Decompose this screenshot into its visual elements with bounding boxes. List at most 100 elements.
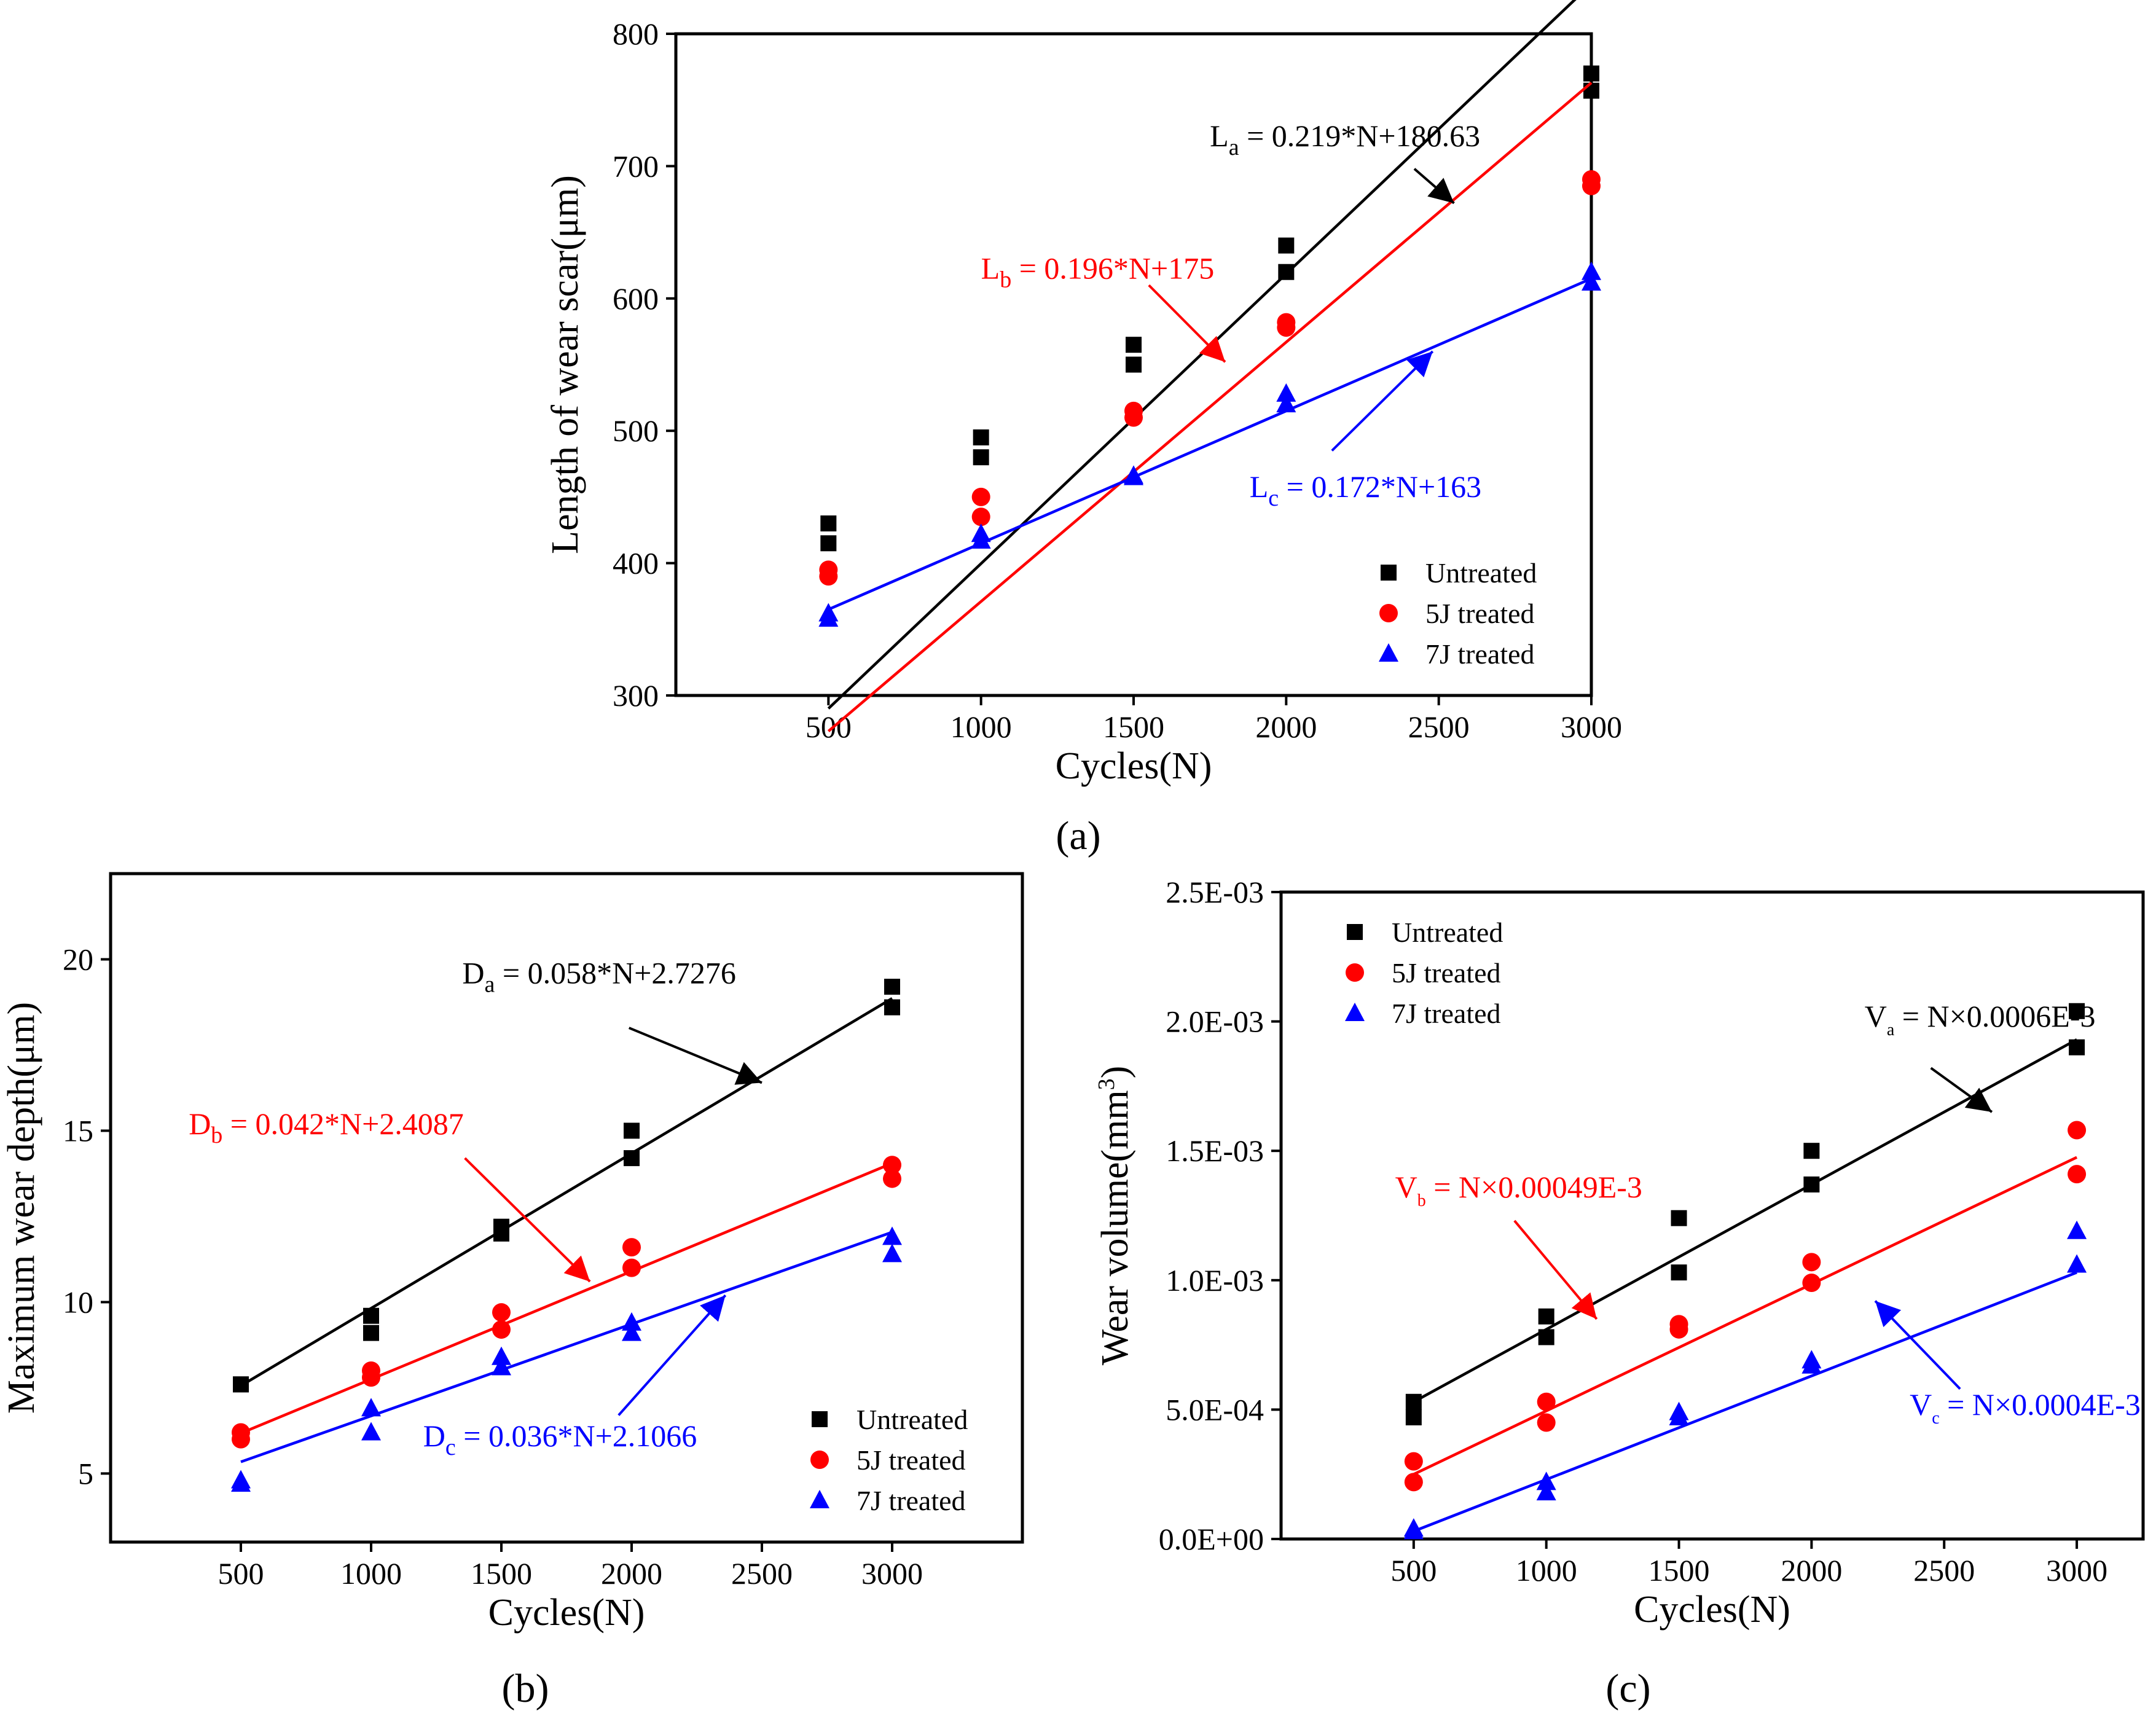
data-point-untreated <box>2069 1003 2085 1019</box>
data-point-treated_5j <box>1277 318 1296 337</box>
x-axis-label: Cycles(N) <box>488 1592 645 1634</box>
y-tick-label: 800 <box>613 17 659 51</box>
data-point-untreated <box>493 1225 509 1242</box>
annotation-arrow-untreated <box>628 1027 762 1085</box>
legend-label-untreated: Untreated <box>1392 917 1503 948</box>
equation-untreated: Da = 0.058*N+2.7276 <box>462 956 736 998</box>
x-tick-label: 1500 <box>1648 1553 1710 1588</box>
equation-untreated: Va = N×0.0006E-3 <box>1865 999 2096 1040</box>
x-tick-label: 1500 <box>1103 710 1164 744</box>
caption-c: (c) <box>1605 1666 1650 1711</box>
y-tick-label: 5 <box>78 1456 93 1490</box>
data-point-untreated <box>1538 1329 1554 1345</box>
caption-b: (b) <box>502 1666 549 1711</box>
data-point-untreated <box>1126 337 1142 353</box>
data-point-treated_7j <box>818 608 839 627</box>
legend-marker-treated_7j <box>1379 643 1398 662</box>
legend-label-untreated: Untreated <box>857 1404 968 1435</box>
equation-treated_7j: Lc = 0.172*N+163 <box>1250 469 1481 511</box>
x-tick-label: 500 <box>1390 1553 1437 1588</box>
chart-panel-c: 500 1000 1500 2000 2500 3000 0.0E+00 5.0E-04 1.0… <box>1094 875 2145 1631</box>
data-point-treated_7j <box>492 1346 511 1365</box>
legend: Untreated 5J treated 7J treated <box>810 1404 968 1516</box>
plot-frame <box>109 872 1024 1544</box>
data-point-treated_5j <box>362 1368 380 1387</box>
data-point-treated_7j <box>1536 1482 1556 1501</box>
x-tick-label: 2000 <box>1781 1553 1842 1588</box>
data-point-treated_5j <box>2068 1165 2087 1184</box>
legend-marker-treated_7j <box>810 1490 829 1508</box>
data-point-treated_7j <box>231 1473 251 1492</box>
data-point-untreated <box>624 1122 640 1139</box>
data-point-treated_5j <box>622 1258 641 1277</box>
equation-treated_5j: Lb = 0.196*N+175 <box>981 251 1215 292</box>
x-tick-label: 500 <box>218 1556 264 1591</box>
y-axis-label: Maximum wear depth(μm) <box>1 1002 42 1414</box>
data-point-treated_7j <box>2067 1220 2087 1239</box>
data-point-untreated <box>1671 1210 1687 1226</box>
annotation-arrow-untreated <box>1413 168 1455 205</box>
y-tick-label: 500 <box>613 413 659 448</box>
data-point-treated_5j <box>492 1303 511 1322</box>
data-point-untreated <box>2069 1039 2085 1055</box>
data-point-untreated <box>884 999 900 1016</box>
equation-treated_7j: Dc = 0.036*N+2.1066 <box>423 1419 697 1460</box>
fit-line-treated_7j <box>828 277 1592 611</box>
legend: Untreated 5J treated 7J treated <box>1379 557 1537 670</box>
data-point-treated_7j <box>1582 272 1601 291</box>
equation-untreated: La = 0.219*N+180.63 <box>1210 119 1480 160</box>
data-point-untreated <box>363 1307 379 1324</box>
data-point-untreated <box>1583 82 1599 99</box>
data-point-treated_7j <box>882 1226 902 1245</box>
legend-marker-treated_5j <box>1346 963 1364 982</box>
data-point-untreated <box>363 1325 379 1341</box>
legend-label-treated_5j: 5J treated <box>1425 598 1535 629</box>
data-point-treated_5j <box>1582 176 1601 195</box>
equation-treated_5j: Vb = N×0.00049E-3 <box>1395 1170 1642 1210</box>
x-tick-label: 2000 <box>601 1556 662 1591</box>
x-tick-label: 1000 <box>340 1556 402 1591</box>
chart-panel-a: 500 1000 1500 2000 2500 3000 300 400 500 600 700 80… <box>544 0 1622 787</box>
data-point-treated_5j <box>2068 1121 2087 1140</box>
legend-marker-treated_7j <box>1345 1003 1365 1021</box>
y-tick-label: 400 <box>613 546 659 581</box>
legend-label-treated_5j: 5J treated <box>1392 957 1501 989</box>
data-point-treated_5j <box>971 507 990 527</box>
y-tick-label: 600 <box>613 281 659 316</box>
y-tick-label: 2.0E-03 <box>1166 1004 1264 1039</box>
y-axis-label: Wear volume(mm3) <box>1094 1066 1136 1365</box>
x-tick-label: 2500 <box>731 1556 793 1591</box>
legend-label-treated_5j: 5J treated <box>857 1444 966 1476</box>
y-tick-label: 700 <box>613 149 659 183</box>
data-point-treated_5j <box>492 1320 511 1339</box>
data-point-untreated <box>1803 1176 1820 1192</box>
data-point-untreated <box>233 1376 249 1393</box>
data-point-treated_7j <box>882 1243 902 1263</box>
data-point-treated_5j <box>1537 1413 1556 1432</box>
data-point-untreated <box>973 449 989 466</box>
legend: Untreated 5J treated 7J treated <box>1345 917 1503 1029</box>
data-point-treated_5j <box>819 567 838 586</box>
data-point-untreated <box>1803 1143 1820 1159</box>
annotation-arrow-treated_7j <box>1874 1300 1961 1390</box>
x-axis-label: Cycles(N) <box>1056 745 1212 787</box>
data-point-untreated <box>973 429 989 445</box>
data-point-treated_7j <box>971 530 991 549</box>
data-point-treated_5j <box>1124 408 1143 427</box>
data-point-treated_5j <box>622 1238 641 1257</box>
data-point-untreated <box>1278 237 1295 254</box>
annotation-arrow-treated_7j <box>1331 350 1434 452</box>
data-point-untreated <box>1278 264 1295 280</box>
data-point-untreated <box>1405 1393 1422 1410</box>
equation-treated_5j: Db = 0.042*N+2.4087 <box>189 1106 464 1148</box>
data-point-treated_5j <box>1802 1274 1821 1293</box>
x-axis-label: Cycles(N) <box>1634 1589 1790 1631</box>
y-axis-label: Length of wear scar(μm) <box>544 175 586 554</box>
data-point-treated_7j <box>1536 1471 1556 1490</box>
data-point-treated_5j <box>971 487 990 506</box>
fit-line-treated_5j <box>827 81 1593 732</box>
x-tick-label: 1000 <box>1516 1553 1577 1588</box>
x-tick-label: 500 <box>806 710 852 744</box>
annotation-arrow-untreated <box>1930 1067 1993 1113</box>
